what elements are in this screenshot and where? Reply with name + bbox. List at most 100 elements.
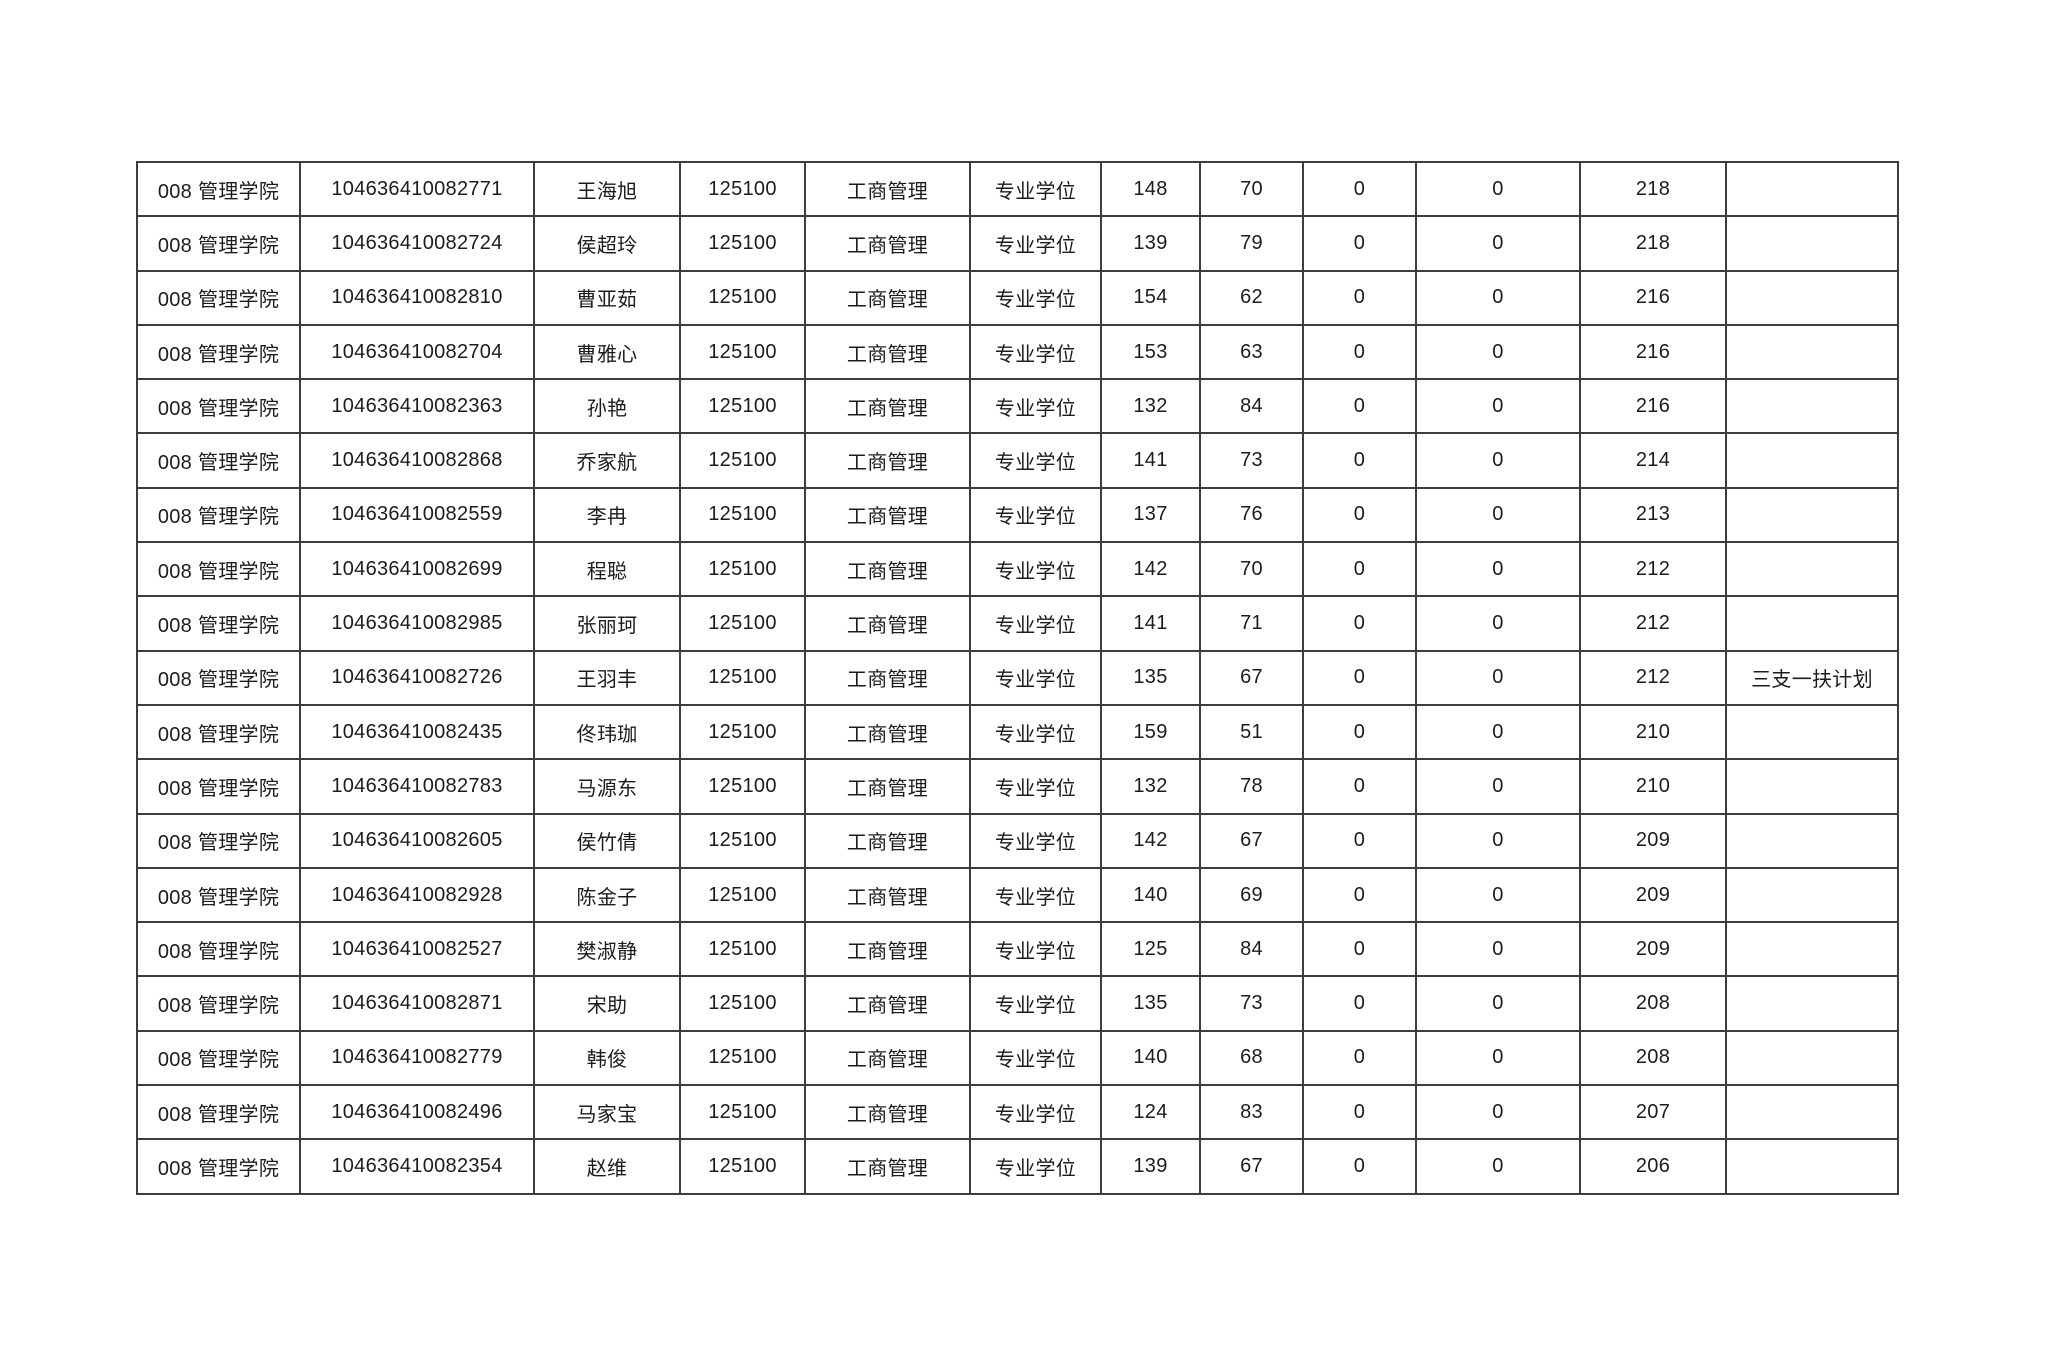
college-cell: 008 管理学院 [136,269,301,326]
degree-type-cell: 专业学位 [969,215,1102,272]
score1-cell: 159 [1100,703,1201,761]
admission-scores-table: 008 管理学院 104636410082771 王海旭 125100 工商管理 专业学位… [136,160,1899,1195]
remark-cell [1725,703,1899,761]
score2-cell: 84 [1199,921,1304,978]
name-cell: 赵维 [533,1138,681,1195]
score3-cell: 0 [1302,649,1417,706]
major-code-cell: 125100 [679,595,806,652]
score4-cell: 0 [1415,269,1581,326]
name-cell: 李冉 [533,486,681,544]
score4-cell: 0 [1415,866,1581,924]
score4-cell: 0 [1415,486,1581,544]
table-row: 008 管理学院 104636410082724 侯超玲 125100 工商管理 专业学位… [136,215,1899,272]
major-name-cell: 工商管理 [804,595,971,652]
score3-cell: 0 [1302,432,1417,489]
major-name-cell: 工商管理 [804,812,971,869]
major-code-cell: 125100 [679,649,806,706]
score3-cell: 0 [1302,1084,1417,1141]
candidate-id-cell: 104636410082496 [299,1084,535,1141]
remark-cell [1725,758,1899,815]
candidate-id-cell: 104636410082605 [299,812,535,869]
score3-cell: 0 [1302,758,1417,815]
college-cell: 008 管理学院 [136,160,301,218]
total-score-cell: 208 [1579,975,1727,1032]
total-score-cell: 214 [1579,432,1727,489]
score1-cell: 141 [1100,595,1201,652]
score1-cell: 135 [1100,975,1201,1032]
major-name-cell: 工商管理 [804,1138,971,1195]
score1-cell: 140 [1100,866,1201,924]
remark-cell [1725,812,1899,869]
major-name-cell: 工商管理 [804,215,971,272]
major-name-cell: 工商管理 [804,160,971,218]
score2-cell: 63 [1199,323,1304,381]
name-cell: 韩俊 [533,1029,681,1087]
candidate-id-cell: 104636410082726 [299,649,535,706]
score1-cell: 125 [1100,921,1201,978]
college-cell: 008 管理学院 [136,703,301,761]
candidate-id-cell: 104636410082363 [299,378,535,435]
major-name-cell: 工商管理 [804,486,971,544]
candidate-id-cell: 104636410082704 [299,323,535,381]
college-cell: 008 管理学院 [136,758,301,815]
degree-type-cell: 专业学位 [969,432,1102,489]
score3-cell: 0 [1302,269,1417,326]
score2-cell: 83 [1199,1084,1304,1141]
score2-cell: 78 [1199,758,1304,815]
score3-cell: 0 [1302,160,1417,218]
degree-type-cell: 专业学位 [969,486,1102,544]
name-cell: 曹亚茹 [533,269,681,326]
table-row: 008 管理学院 104636410082779 韩俊 125100 工商管理 专业学位 1… [136,1029,1899,1087]
major-code-cell: 125100 [679,703,806,761]
score2-cell: 69 [1199,866,1304,924]
score4-cell: 0 [1415,1029,1581,1087]
remark-cell [1725,1138,1899,1195]
table-row: 008 管理学院 104636410082783 马源东 125100 工商管理 专业学位… [136,758,1899,815]
score4-cell: 0 [1415,1084,1581,1141]
name-cell: 樊淑静 [533,921,681,978]
table-row: 008 管理学院 104636410082699 程聪 125100 工商管理 专业学位 1… [136,541,1899,598]
total-score-cell: 210 [1579,758,1727,815]
score3-cell: 0 [1302,595,1417,652]
score3-cell: 0 [1302,1138,1417,1195]
score3-cell: 0 [1302,866,1417,924]
major-name-cell: 工商管理 [804,432,971,489]
score4-cell: 0 [1415,921,1581,978]
major-name-cell: 工商管理 [804,323,971,381]
candidate-id-cell: 104636410082871 [299,975,535,1032]
score3-cell: 0 [1302,812,1417,869]
major-name-cell: 工商管理 [804,1029,971,1087]
major-name-cell: 工商管理 [804,975,971,1032]
score1-cell: 124 [1100,1084,1201,1141]
major-code-cell: 125100 [679,323,806,381]
major-name-cell: 工商管理 [804,649,971,706]
college-cell: 008 管理学院 [136,975,301,1032]
table-row: 008 管理学院 104636410082868 乔家航 125100 工商管理 专业学位… [136,432,1899,489]
name-cell: 马源东 [533,758,681,815]
name-cell: 张丽珂 [533,595,681,652]
score2-cell: 67 [1199,1138,1304,1195]
score4-cell: 0 [1415,215,1581,272]
college-cell: 008 管理学院 [136,595,301,652]
score3-cell: 0 [1302,215,1417,272]
college-cell: 008 管理学院 [136,432,301,489]
score1-cell: 154 [1100,269,1201,326]
score1-cell: 139 [1100,215,1201,272]
score3-cell: 0 [1302,323,1417,381]
degree-type-cell: 专业学位 [969,378,1102,435]
score3-cell: 0 [1302,486,1417,544]
college-cell: 008 管理学院 [136,649,301,706]
remark-cell [1725,269,1899,326]
college-cell: 008 管理学院 [136,378,301,435]
score2-cell: 51 [1199,703,1304,761]
score1-cell: 135 [1100,649,1201,706]
score3-cell: 0 [1302,703,1417,761]
candidate-id-cell: 104636410082779 [299,1029,535,1087]
major-code-cell: 125100 [679,432,806,489]
major-name-cell: 工商管理 [804,703,971,761]
major-name-cell: 工商管理 [804,1084,971,1141]
total-score-cell: 210 [1579,703,1727,761]
table-row: 008 管理学院 104636410082527 樊淑静 125100 工商管理 专业学位… [136,921,1899,978]
remark-cell [1725,160,1899,218]
degree-type-cell: 专业学位 [969,758,1102,815]
